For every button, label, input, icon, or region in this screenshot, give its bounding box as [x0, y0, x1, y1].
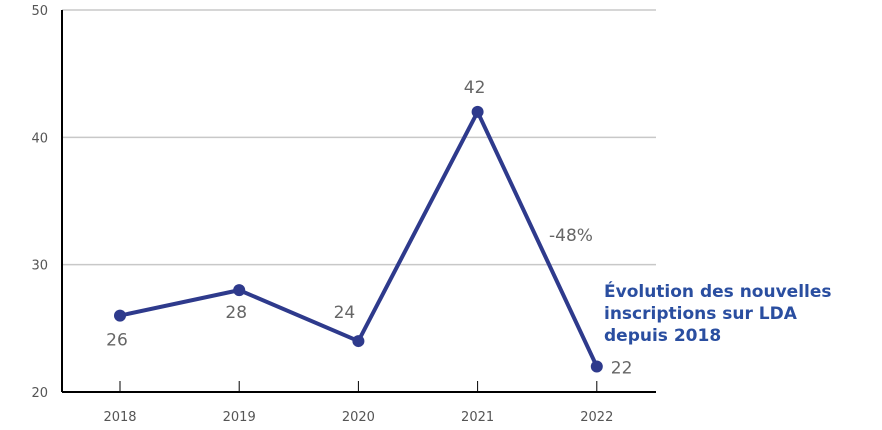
data-label: 26	[106, 331, 128, 351]
chart-title-line: inscriptions sur LDA	[604, 304, 798, 324]
y-tick-label: 40	[31, 131, 48, 146]
chart-title-line: depuis 2018	[604, 326, 721, 346]
axes	[62, 10, 656, 392]
data-point	[114, 310, 126, 322]
series-line	[120, 112, 597, 367]
data-point	[233, 284, 245, 296]
y-tick-labels: 20 30 40 50	[31, 4, 48, 401]
x-tick-label: 2019	[223, 410, 256, 425]
series	[114, 106, 603, 373]
y-tick-label: 50	[31, 4, 48, 19]
data-point	[591, 361, 603, 373]
x-tick-label: 2018	[103, 410, 136, 425]
data-point	[352, 335, 364, 347]
y-tick-label: 20	[31, 386, 48, 401]
data-label: 22	[611, 359, 633, 379]
change-annotation: -48%	[549, 226, 593, 246]
data-label: 24	[334, 303, 356, 323]
y-tick-label: 30	[31, 259, 48, 274]
data-point	[472, 106, 484, 118]
data-label: 28	[225, 303, 247, 323]
x-tick-label: 2021	[461, 410, 494, 425]
data-label: 42	[464, 78, 486, 98]
x-tick-labels: 2018 2019 2020 2021 2022	[103, 381, 613, 425]
x-tick-label: 2022	[580, 410, 613, 425]
chart-title-line: Évolution des nouvelles	[604, 280, 832, 302]
x-tick-label: 2020	[342, 410, 375, 425]
